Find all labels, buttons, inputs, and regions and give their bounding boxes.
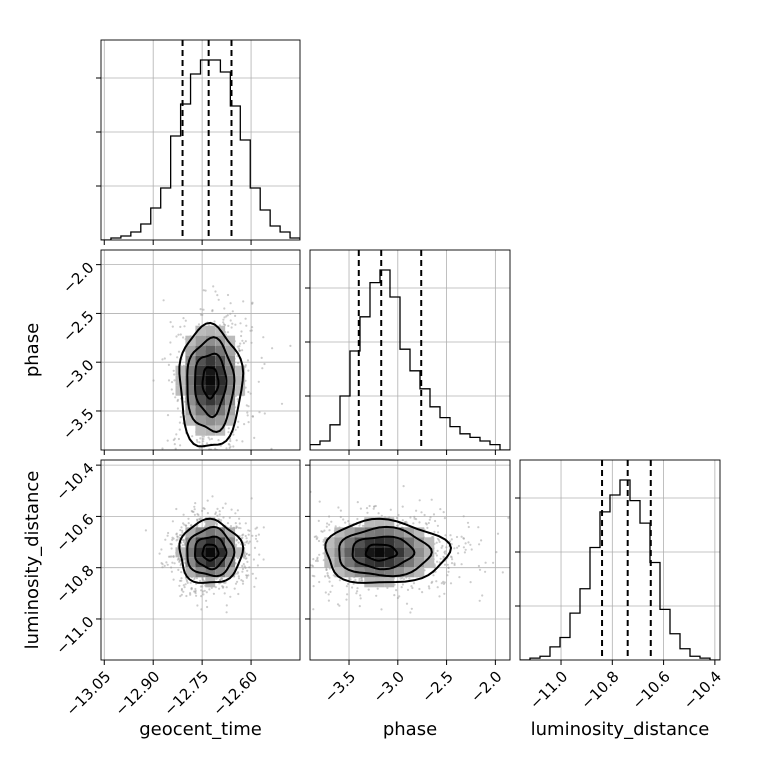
contour-level — [193, 352, 228, 419]
x-tick-label-luminosity_distance: −11.0 — [526, 668, 571, 713]
x-tick-label-phase: −2.0 — [467, 668, 505, 706]
histogram-steps — [310, 269, 510, 450]
contour-level — [201, 366, 220, 400]
panel-border — [100, 39, 301, 241]
y-tick-label-luminosity_distance: −10.6 — [52, 510, 97, 555]
x-tick-label-geocent_time: −12.75 — [160, 668, 212, 720]
panel-border — [309, 249, 511, 451]
histogram-luminosity_distance — [515, 459, 721, 665]
panel-border — [100, 459, 301, 661]
x-tick-label-luminosity_distance: −10.4 — [680, 668, 725, 713]
y-tick-label-luminosity_distance: −10.4 — [52, 459, 97, 504]
y-tick-label-luminosity_distance: −11.0 — [52, 613, 97, 658]
y-tick-label-phase: −2.5 — [59, 307, 97, 345]
x-axis-label-luminosity_distance: luminosity_distance — [531, 719, 710, 740]
contour-lines — [178, 321, 245, 448]
contour-level — [178, 321, 245, 448]
y-axis-label-luminosity_distance: luminosity_distance — [22, 471, 43, 650]
contour-level — [178, 517, 245, 584]
y-tick-label-phase: −2.0 — [59, 258, 97, 296]
contour-level — [351, 535, 416, 571]
x-tick-label-geocent_time: −12.90 — [111, 668, 163, 720]
joint-geocent_time-luminosity_distance — [96, 459, 301, 665]
x-axis-label-phase: phase — [383, 719, 437, 740]
x-tick-label-geocent_time: −13.05 — [63, 668, 115, 720]
x-tick-label-phase: −2.5 — [418, 668, 456, 706]
histogram-steps — [520, 479, 720, 660]
contour-level — [324, 517, 453, 584]
joint-geocent_time-phase — [96, 249, 301, 455]
contour-lines — [178, 517, 245, 584]
histogram-geocent_time — [96, 39, 301, 245]
x-tick-label-geocent_time: −12.60 — [209, 668, 261, 720]
y-axis-label-phase: phase — [22, 323, 43, 377]
x-tick-label-phase: −3.0 — [370, 668, 408, 706]
x-tick-label-luminosity_distance: −10.8 — [577, 668, 622, 713]
joint-phase-luminosity_distance — [305, 459, 511, 665]
y-tick-label-luminosity_distance: −10.8 — [52, 562, 97, 607]
y-tick-label-phase: −3.5 — [59, 405, 97, 443]
contour-level — [186, 336, 236, 434]
x-tick-label-luminosity_distance: −10.6 — [629, 668, 674, 713]
contour-level — [193, 535, 228, 571]
contour-lines — [324, 517, 453, 584]
panel-border — [100, 249, 301, 451]
histogram-phase — [305, 249, 511, 455]
contour-level — [364, 543, 399, 562]
panel-border — [309, 459, 511, 661]
histogram-steps — [101, 59, 300, 240]
contour-level — [338, 525, 433, 578]
contour-level — [186, 525, 236, 578]
panel-border — [519, 459, 721, 661]
contour-level — [201, 543, 220, 562]
x-axis-label-geocent_time: geocent_time — [139, 719, 262, 740]
x-tick-label-phase: −3.5 — [321, 668, 359, 706]
density-blocks — [175, 325, 246, 436]
y-tick-label-phase: −3.0 — [59, 356, 97, 394]
